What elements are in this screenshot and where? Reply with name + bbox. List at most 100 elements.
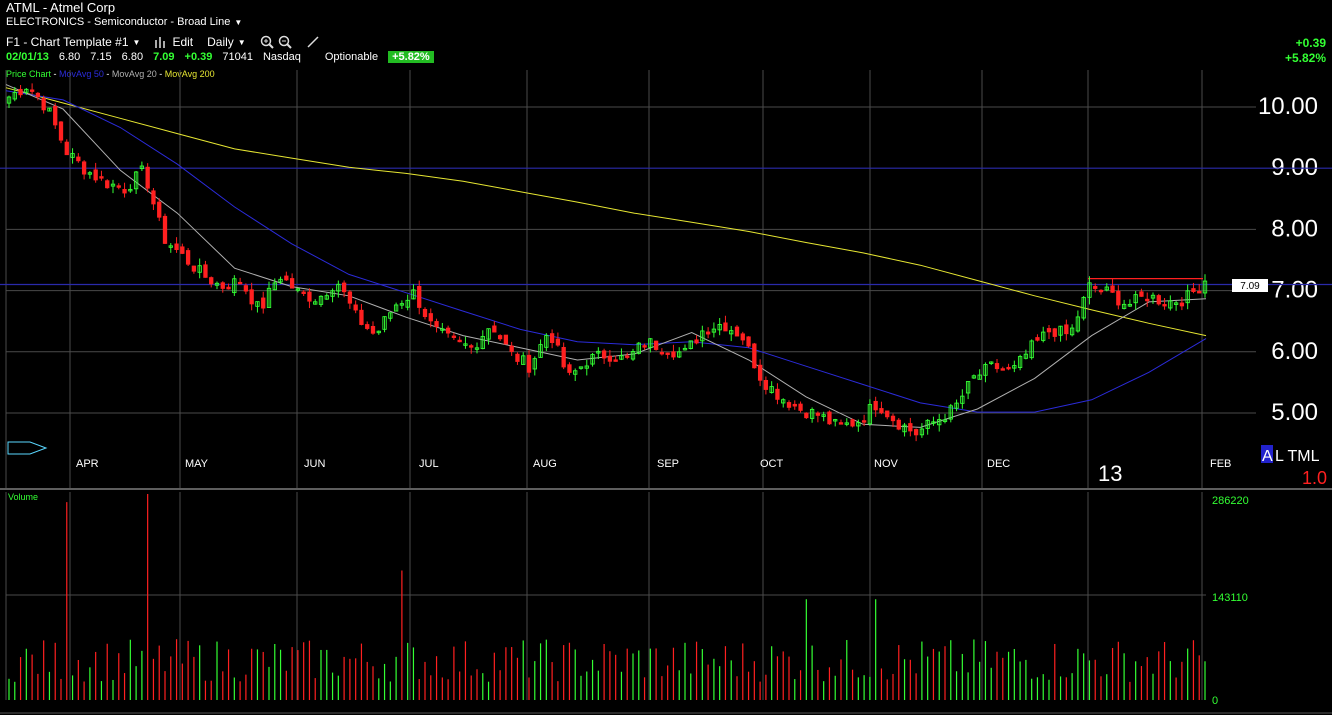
candle-down xyxy=(1064,324,1069,335)
candle-up xyxy=(769,386,774,393)
legend-separator: - xyxy=(103,69,112,79)
candle-down xyxy=(1156,295,1161,305)
zoom-in-button[interactable] xyxy=(260,35,274,49)
legend-ma200: MovAvg 200 xyxy=(164,69,215,79)
candle-up xyxy=(677,351,682,358)
candle-up xyxy=(1075,316,1081,332)
candle-down xyxy=(757,364,763,381)
candle-down xyxy=(249,289,254,305)
candle-down xyxy=(99,176,104,179)
edit-label: Edit xyxy=(172,35,194,49)
change-summary: +0.39 +5.82% xyxy=(1285,36,1326,66)
candle-down xyxy=(151,190,156,205)
volume-label: Volume xyxy=(8,492,38,502)
candle-down xyxy=(838,422,844,425)
candle-up xyxy=(330,290,335,297)
candle-down xyxy=(353,304,358,311)
candle-up xyxy=(942,419,948,422)
candle-up xyxy=(919,428,925,436)
candle-up xyxy=(833,419,838,422)
scroll-handle-icon[interactable] xyxy=(7,441,48,455)
candle-down xyxy=(601,350,607,359)
chart-legend: Price Chart - MovAvg 50 - MovAvg 20 - Mo… xyxy=(6,69,215,79)
month-label: JUL xyxy=(419,458,439,470)
candle-up xyxy=(1202,280,1208,294)
volume-grid xyxy=(5,492,1206,700)
candle-up xyxy=(1029,340,1034,359)
candle-down xyxy=(1162,304,1167,307)
candle-up xyxy=(70,153,75,158)
candle-down xyxy=(885,410,890,418)
candle-up xyxy=(24,88,29,93)
candle-up xyxy=(133,171,139,190)
price-tick-label: 10.00 xyxy=(1258,93,1318,120)
quote-open: 6.80 xyxy=(58,51,81,63)
candle-up xyxy=(214,282,220,286)
quote-date: 02/01/13 xyxy=(6,51,49,63)
candle-down xyxy=(1098,289,1104,293)
candle-down xyxy=(220,282,225,289)
price-tick-label: 5.00 xyxy=(1271,399,1318,426)
draw-pen-icon xyxy=(306,35,320,49)
candle-up xyxy=(324,295,329,300)
candle-down xyxy=(237,281,243,285)
candle-down xyxy=(642,345,647,348)
candle-up xyxy=(937,419,942,426)
candle-down xyxy=(261,297,266,309)
zoom-out-button[interactable] xyxy=(278,35,292,49)
candle-up xyxy=(584,365,589,369)
candle-down xyxy=(705,331,711,335)
candle-down xyxy=(694,339,699,344)
industry-label: ELECTRONICS - Semiconductor - Broad Line xyxy=(6,16,231,28)
candle-up xyxy=(954,402,959,409)
candle-up xyxy=(948,405,953,420)
symbol-title: ATML - Atmel Corp xyxy=(6,0,116,15)
candle-up xyxy=(440,328,445,331)
candle-down xyxy=(1006,366,1011,370)
quote-change: +0.39 xyxy=(184,51,213,63)
candle-down xyxy=(497,335,503,340)
candle-down xyxy=(515,353,520,362)
candle-up xyxy=(925,419,930,429)
candle-down xyxy=(76,156,81,162)
candle-down xyxy=(469,345,474,348)
template-label: F1 - Chart Template #1 xyxy=(6,35,129,49)
candle-up xyxy=(867,404,873,425)
legend-ma50: MovAvg 50 xyxy=(59,69,104,79)
period-selector[interactable]: Daily ▼ xyxy=(207,35,246,49)
template-selector[interactable]: F1 - Chart Template #1 ▼ xyxy=(6,35,140,49)
candle-down xyxy=(653,340,659,350)
candle-down xyxy=(1116,290,1121,306)
ma-line-movavg-200 xyxy=(5,87,1207,337)
candle-down xyxy=(1046,328,1052,333)
candle-up xyxy=(1058,325,1063,336)
candle-up xyxy=(538,344,543,358)
candle-up xyxy=(405,299,410,308)
month-label: OCT xyxy=(760,458,784,470)
draw-button[interactable] xyxy=(306,35,320,49)
ma-line-movavg-50 xyxy=(5,90,1207,413)
candle-up xyxy=(1150,294,1156,299)
chevron-down-icon: ▼ xyxy=(237,37,246,47)
candle-down xyxy=(659,352,665,355)
candle-up xyxy=(700,330,705,342)
candle-up xyxy=(983,364,988,376)
candle-down xyxy=(29,89,35,92)
candle-down xyxy=(1110,285,1115,293)
candle-up xyxy=(532,358,537,370)
month-label: DEC xyxy=(987,458,1010,470)
last-price-tag: 7.09 xyxy=(1232,279,1268,292)
industry-selector[interactable]: ELECTRONICS - Semiconductor - Broad Line… xyxy=(6,16,242,28)
candle-down xyxy=(359,309,364,325)
candle-down xyxy=(723,322,728,332)
candle-down xyxy=(740,333,745,341)
quote-volume: 71041 xyxy=(222,51,253,63)
legend-separator: - xyxy=(51,69,60,79)
candle-down xyxy=(555,338,561,346)
edit-button[interactable]: Edit xyxy=(154,35,193,49)
change-value: +0.39 xyxy=(1295,36,1326,50)
symbol-scale-value: 1.0 xyxy=(1302,468,1327,488)
candle-up xyxy=(965,381,971,394)
candle-up xyxy=(1041,331,1046,341)
